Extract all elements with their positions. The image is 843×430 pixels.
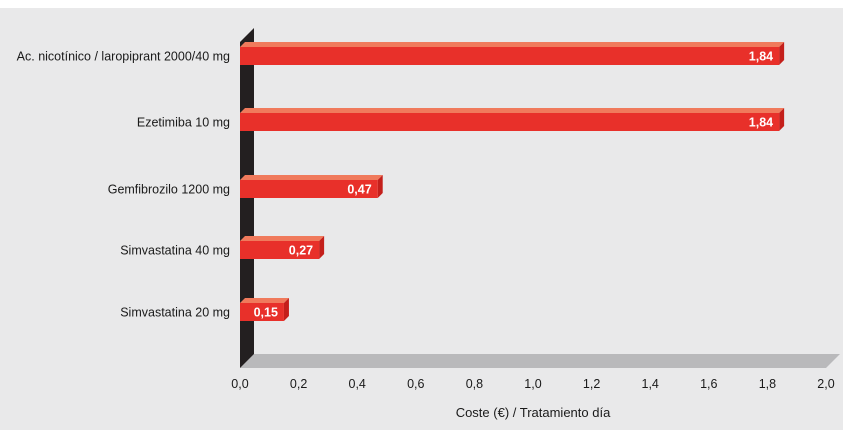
- x-tick-label: 0,6: [407, 377, 424, 391]
- bar-side-face: [779, 108, 785, 131]
- chart-floor: [240, 354, 840, 368]
- bar-value-label: 0,15: [254, 306, 278, 320]
- bar: [240, 180, 378, 198]
- x-tick-label: 0,0: [231, 377, 248, 391]
- x-tick-label: 0,8: [466, 377, 483, 391]
- x-tick-label: 0,2: [290, 377, 307, 391]
- bar-side-face: [779, 42, 785, 65]
- bar-value-label: 1,84: [749, 116, 773, 130]
- bar-top-face: [240, 298, 289, 303]
- bar: [240, 241, 320, 259]
- category-label: Ezetimiba 10 mg: [137, 116, 230, 130]
- bar-top-face: [240, 42, 785, 47]
- bar-value-label: 1,84: [749, 50, 773, 64]
- bar: [240, 47, 780, 65]
- x-tick-label: 1,8: [759, 377, 776, 391]
- x-tick-label: 1,0: [524, 377, 541, 391]
- bar: [240, 113, 780, 131]
- top-strip: [0, 0, 843, 8]
- bar-side-face: [283, 298, 289, 321]
- bar-side-face: [319, 236, 325, 259]
- bar-top-face: [240, 236, 325, 241]
- x-tick-label: 2,0: [817, 377, 834, 391]
- x-tick-label: 1,4: [642, 377, 659, 391]
- bar-value-label: 0,27: [289, 244, 313, 258]
- bar-side-face: [377, 175, 383, 198]
- x-tick-label: 1,6: [700, 377, 717, 391]
- bar-top-face: [240, 108, 785, 113]
- x-tick-label: 0,4: [349, 377, 366, 391]
- category-label: Ac. nicotínico / laropiprant 2000/40 mg: [17, 50, 230, 64]
- bar: [240, 303, 284, 321]
- category-label: Gemfibrozilo 1200 mg: [108, 183, 230, 197]
- bar-top-face: [240, 175, 383, 180]
- category-label: Simvastatina 40 mg: [120, 244, 230, 258]
- bar-value-label: 0,47: [347, 183, 371, 197]
- x-tick-label: 1,2: [583, 377, 600, 391]
- category-label: Simvastatina 20 mg: [120, 306, 230, 320]
- x-axis-title: Coste (€) / Tratamiento día: [456, 405, 611, 420]
